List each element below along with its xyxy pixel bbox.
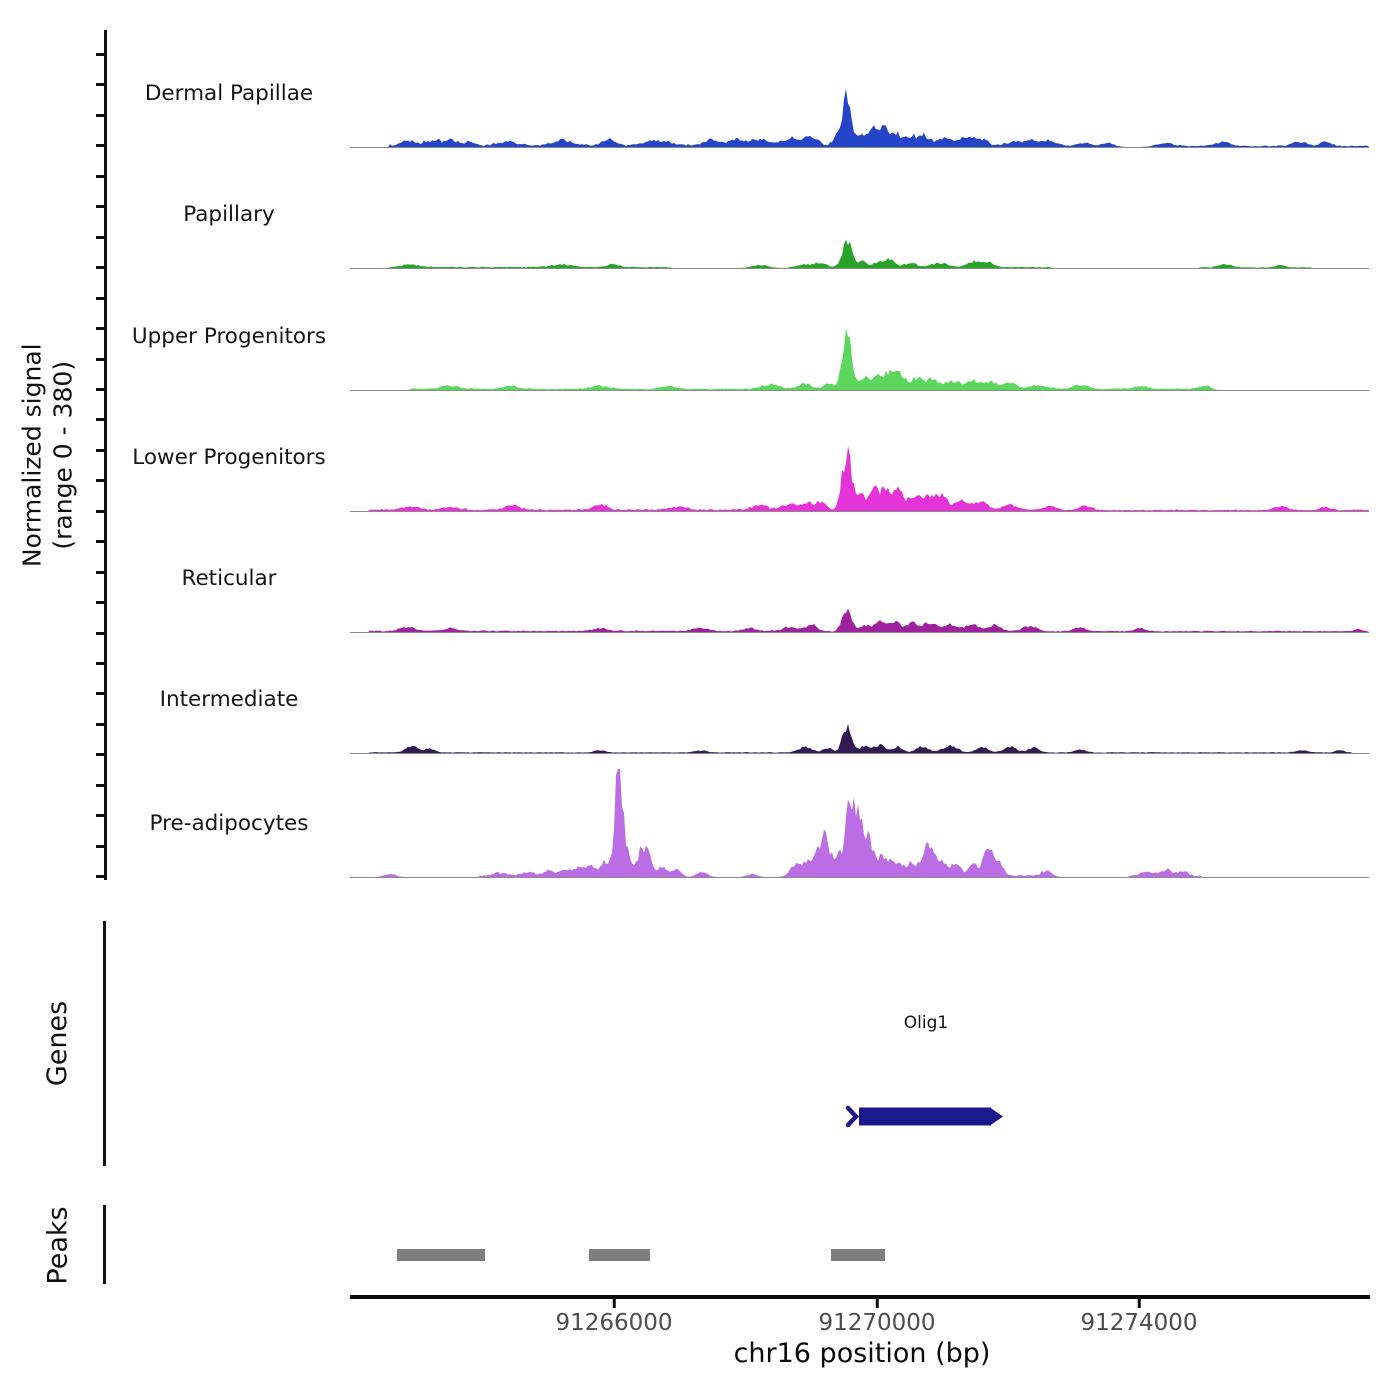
track-signal-intermediate (350, 723, 1369, 753)
gene-arrow-tip-icon (990, 1107, 1003, 1126)
x-axis-tick (612, 1299, 616, 1308)
y-axis-tick (96, 53, 104, 56)
x-axis-tick-label: 91274000 (1080, 1310, 1198, 1336)
y-axis-tick (96, 387, 104, 391)
y-axis-tick (96, 783, 104, 787)
signal-y-axis-spine (104, 30, 107, 880)
y-axis-tick (96, 662, 104, 665)
y-axis-tick (96, 357, 104, 361)
track-label-lower-progenitors: Lower Progenitors (132, 445, 326, 470)
y-axis-tick (96, 601, 104, 605)
y-axis-tick (96, 875, 104, 879)
track-label-pre-adipocytes: Pre-adipocytes (149, 811, 309, 836)
track-baseline (350, 511, 1369, 513)
y-axis-tick (96, 814, 104, 818)
y-axis-tick (96, 296, 104, 300)
y-axis-tick (96, 540, 104, 544)
y-axis-tick (96, 266, 104, 270)
peak-call-bar (831, 1249, 885, 1261)
y-axis-tick (96, 692, 104, 696)
y-axis-tick (96, 479, 104, 483)
track-signal-upper-progenitors (350, 327, 1369, 390)
y-axis-tick (96, 83, 104, 87)
y-axis-tick (96, 722, 104, 726)
y-axis-tick (96, 235, 104, 239)
y-axis-tick (96, 327, 104, 331)
y-axis-tick (96, 509, 104, 513)
peaks-section-label: Peaks (42, 1205, 74, 1285)
y-axis-tick (96, 570, 104, 574)
track-signal-dermal-papillae (350, 88, 1369, 147)
y-axis-tick (96, 418, 104, 422)
track-baseline (350, 632, 1369, 634)
gene-exon-rect (859, 1107, 991, 1126)
y-axis-tick (96, 174, 104, 178)
track-label-papillary: Papillary (183, 202, 275, 227)
track-baseline (350, 753, 1369, 755)
x-axis-tick (1137, 1299, 1141, 1308)
gene-body-olig1 (845, 1105, 1003, 1128)
track-baseline (350, 268, 1369, 270)
track-baseline (350, 147, 1369, 149)
genes-axis-spine (103, 921, 106, 1166)
y-axis-tick (96, 205, 104, 209)
x-axis-line (350, 1295, 1370, 1299)
peak-call-bar (589, 1249, 650, 1261)
track-label-upper-progenitors: Upper Progenitors (131, 324, 327, 349)
y-axis-tick (96, 631, 104, 635)
track-baseline (350, 877, 1369, 879)
y-axis-tick (96, 144, 104, 148)
track-signal-papillary (350, 239, 1369, 268)
peak-call-bar (397, 1249, 485, 1261)
y-axis-tick (96, 113, 104, 117)
genes-section-label: Genes (42, 1000, 74, 1086)
x-axis-tick (875, 1299, 879, 1308)
x-axis-tick-label: 91270000 (818, 1310, 936, 1336)
track-signal-lower-progenitors (350, 446, 1369, 511)
gene-strand-chevron-icon (845, 1105, 860, 1128)
x-axis-title: chr16 position (bp) (733, 1338, 991, 1369)
y-axis-tick (96, 844, 104, 848)
track-signal-reticular (350, 608, 1369, 632)
x-axis-tick-label: 91266000 (555, 1310, 673, 1336)
y-axis-title-line1: Normalized signal (17, 343, 47, 567)
track-label-intermediate: Intermediate (159, 687, 299, 712)
y-axis-tick (96, 753, 104, 757)
track-signal-pre-adipocytes (350, 769, 1369, 877)
peaks-axis-spine (103, 1205, 106, 1284)
gene-label: Olig1 (903, 1013, 949, 1033)
track-baseline (350, 390, 1369, 392)
y-axis-tick (96, 448, 104, 452)
track-label-reticular: Reticular (181, 566, 277, 591)
track-label-dermal-papillae: Dermal Papillae (144, 81, 314, 106)
